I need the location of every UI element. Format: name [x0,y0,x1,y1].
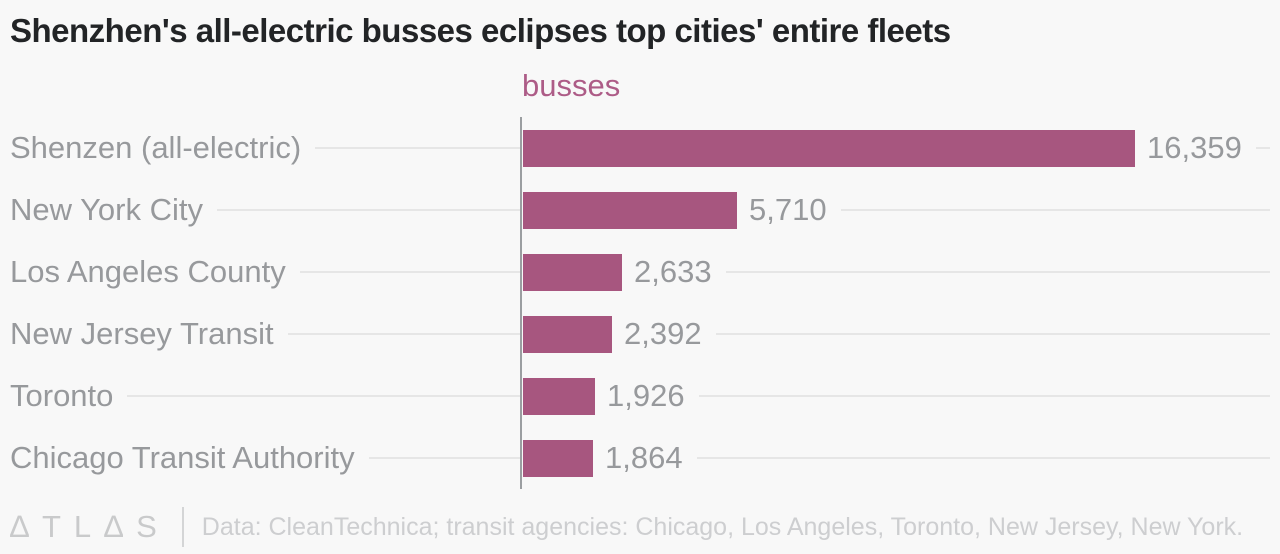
category-cell: New York City [0,192,521,228]
bar-cell: 5,710 [521,191,1270,229]
source-note: Data: CleanTechnica; transit agencies: C… [201,512,1244,541]
category-cell: Toronto [0,378,521,414]
chart-row: Toronto 1,926 [0,365,1270,427]
category-cell: New Jersey Transit [0,316,521,352]
category-cell: Shenzen (all-electric) [0,130,521,166]
category-label: Toronto [10,378,114,413]
category-cell: Los Angeles County [0,254,521,290]
bar-cell: 1,926 [521,377,1270,415]
leader-line [368,457,521,459]
footer-divider [181,507,184,547]
value-label: 2,392 [624,316,702,351]
leader-line [698,395,1270,397]
chart-title: Shenzhen's all-electric busses eclipses … [10,12,951,49]
bar [523,377,595,415]
category-label: Shenzen (all-electric) [10,130,302,165]
leader-line [127,395,521,397]
value-label: 2,633 [634,254,712,289]
bar-cell: 1,864 [521,439,1270,477]
bar-cell: 2,392 [521,315,1270,353]
value-label: 5,710 [749,192,827,227]
leader-line [715,333,1270,335]
bar [523,439,593,477]
category-label: New York City [10,192,203,227]
category-label: Los Angeles County [10,254,286,289]
leader-line [216,209,521,211]
bar-cell: 2,633 [521,253,1270,291]
leader-line [725,271,1270,273]
chart-row: New Jersey Transit 2,392 [0,303,1270,365]
leader-line [840,209,1270,211]
bar-chart: Shenzen (all-electric) 16,359 New York Cit… [0,117,1270,489]
chart-row: Chicago Transit Authority 1,864 [0,427,1270,489]
footer: ∆TL∆S Data: CleanTechnica; transit agenc… [0,502,1280,552]
series-label: busses [522,68,621,103]
value-label: 16,359 [1147,130,1242,165]
bar [523,315,612,353]
chart-rows: Shenzen (all-electric) 16,359 New York Cit… [0,117,1270,489]
value-label: 1,926 [607,378,685,413]
leader-line [299,271,521,273]
leader-line [315,147,521,149]
category-label: New Jersey Transit [10,316,274,351]
bar [523,191,737,229]
chart-row: Shenzen (all-electric) 16,359 [0,117,1270,179]
leader-line [1255,147,1270,149]
category-label: Chicago Transit Authority [10,440,355,475]
chart-row: Los Angeles County 2,633 [0,241,1270,303]
bar [523,129,1135,167]
leader-line [287,333,521,335]
bar-cell: 16,359 [521,129,1270,167]
value-label: 1,864 [605,440,683,475]
atlas-logo: ∆TL∆S [10,509,170,544]
bar [523,253,622,291]
leader-line [696,457,1270,459]
chart-row: New York City 5,710 [0,179,1270,241]
category-cell: Chicago Transit Authority [0,440,521,476]
y-axis-line [520,117,522,489]
